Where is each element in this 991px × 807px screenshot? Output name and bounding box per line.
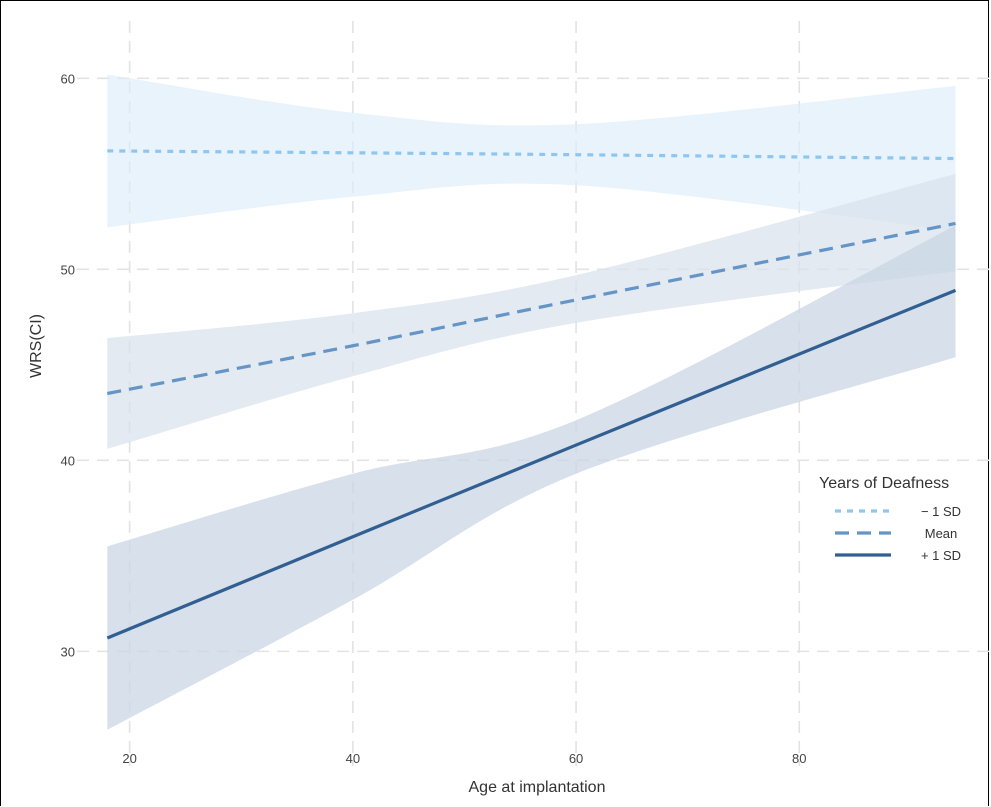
- x-tick-label: 20: [122, 751, 136, 766]
- x-tick-label: 80: [792, 751, 806, 766]
- x-tick-label: 60: [569, 751, 583, 766]
- series-line-2: [106, 288, 957, 640]
- series-line-1: [107, 221, 956, 396]
- legend: Years of Deafness − 1 SD Mean + 1 SD: [819, 475, 961, 563]
- y-tick-labels: 30 40 50 60: [61, 71, 75, 659]
- confidence-band-2: [107, 225, 956, 730]
- y-tick-label: 60: [61, 71, 75, 86]
- series-lines: [106, 149, 957, 640]
- x-tick-labels: 20 40 60 80: [122, 751, 806, 766]
- y-axis-title: WRS(CI): [28, 314, 45, 378]
- confidence-bands: [107, 74, 956, 730]
- series-line-0: [107, 149, 956, 161]
- legend-label-2: + 1 SD: [921, 548, 961, 563]
- confidence-band-1: [107, 173, 956, 449]
- legend-title: Years of Deafness: [819, 475, 949, 492]
- legend-label-0: − 1 SD: [921, 504, 961, 519]
- x-axis-title: Age at implantation: [469, 779, 606, 796]
- legend-label-1: Mean: [925, 526, 958, 541]
- y-tick-label: 40: [61, 453, 75, 468]
- y-tick-label: 50: [61, 262, 75, 277]
- y-tick-label: 30: [61, 644, 75, 659]
- x-tick-label: 40: [346, 751, 360, 766]
